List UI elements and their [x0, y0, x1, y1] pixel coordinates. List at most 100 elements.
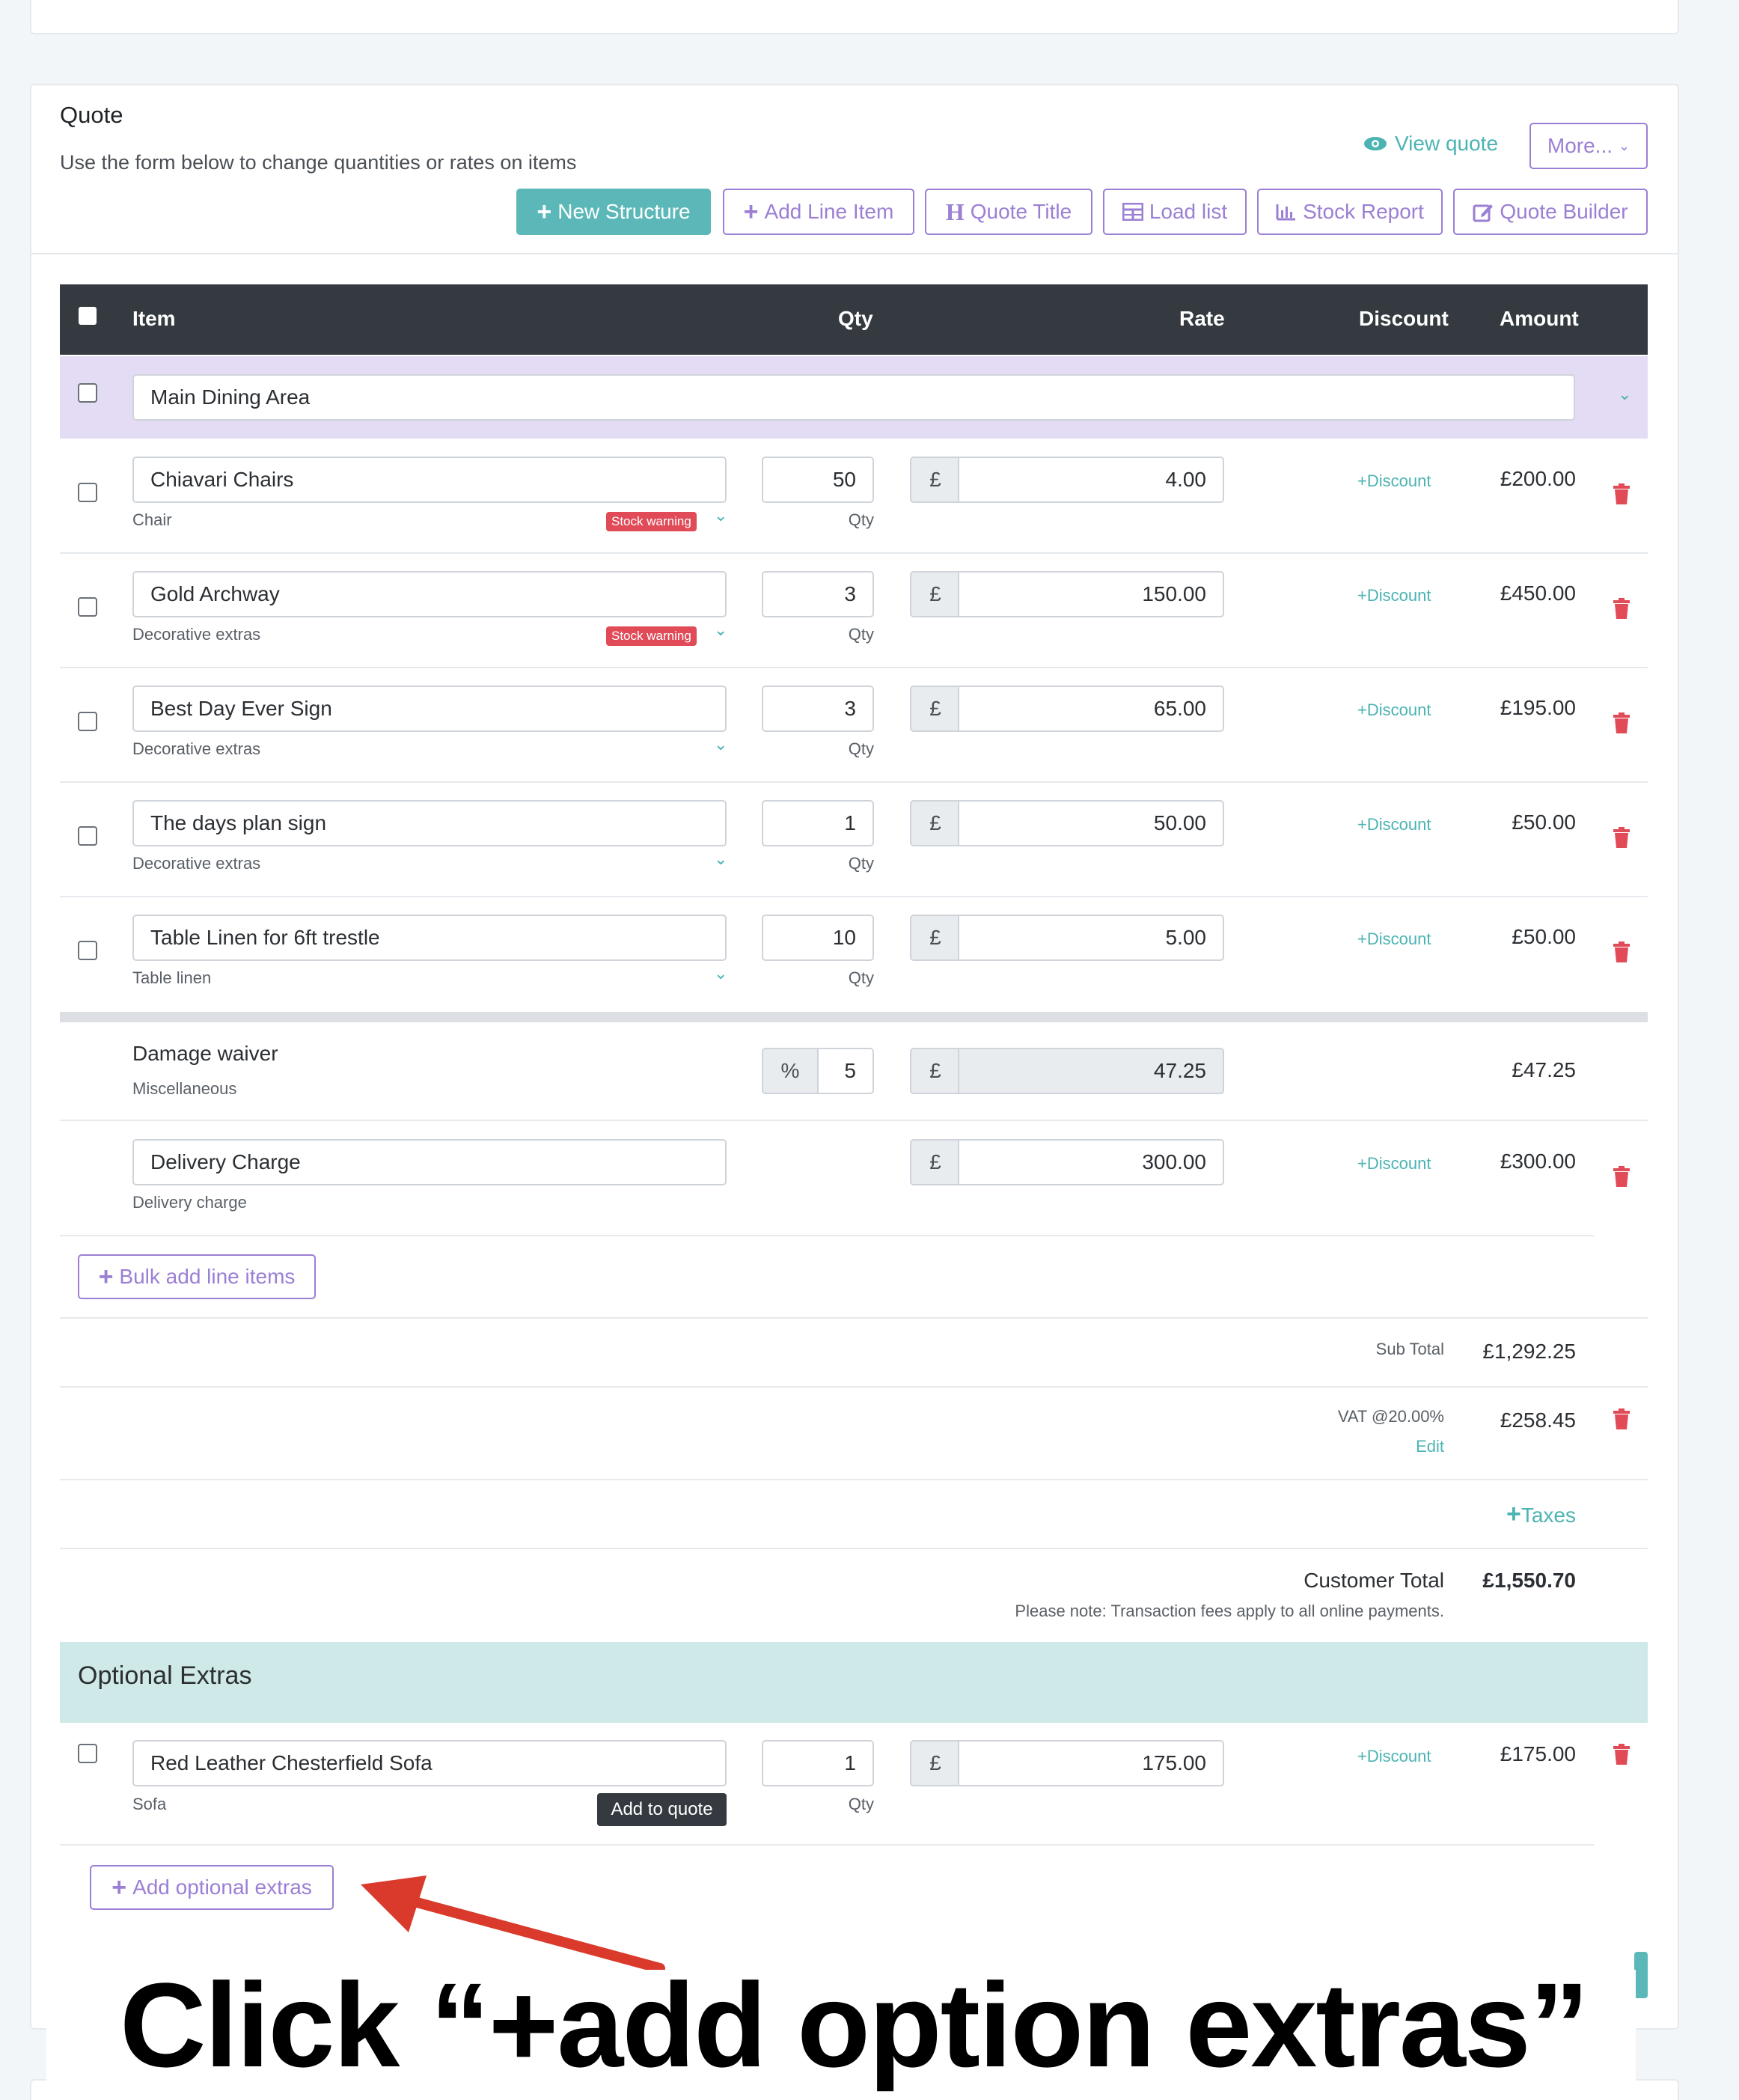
qty-input[interactable]: 10: [762, 915, 874, 961]
trash-icon[interactable]: [1613, 1166, 1630, 1187]
discount-label: Discount: [1366, 1747, 1431, 1765]
item-amount: £195.00: [1500, 696, 1576, 719]
rate-input[interactable]: 4.00: [958, 457, 1224, 503]
trash-icon[interactable]: [1613, 827, 1630, 848]
qty-label: Qty: [848, 739, 874, 758]
qty-label: Qty: [848, 510, 874, 529]
chevron-down-icon[interactable]: ⌄: [714, 964, 728, 983]
item-category: Chair: [132, 510, 172, 529]
optional-extras-title: Optional Extras: [78, 1661, 252, 1690]
select-all-checkbox[interactable]: [79, 307, 97, 325]
stock-warning-badge[interactable]: Stock warning: [606, 512, 697, 531]
chevron-down-icon[interactable]: ⌄: [714, 735, 728, 754]
trash-icon[interactable]: [1613, 1408, 1630, 1429]
rate-input[interactable]: 5.00: [958, 915, 1224, 961]
discount-label: Discount: [1366, 930, 1431, 948]
item-name-input[interactable]: Gold Archway: [132, 571, 727, 617]
add-discount-link[interactable]: +Discount: [1357, 700, 1431, 720]
waiver-rate-field: 47.25: [958, 1048, 1224, 1094]
add-discount-link[interactable]: +Discount: [1357, 1747, 1431, 1766]
plus-icon: +: [1357, 1154, 1367, 1173]
edit-icon: [1473, 204, 1494, 222]
load-list-label: Load list: [1149, 200, 1228, 223]
chevron-down-icon[interactable]: ⌄: [714, 849, 728, 868]
stock-warning-badge[interactable]: Stock warning: [606, 626, 697, 646]
eye-icon: [1364, 137, 1387, 150]
trash-icon[interactable]: [1613, 1744, 1630, 1765]
qty-input[interactable]: 50: [762, 457, 874, 503]
add-discount-link[interactable]: +Discount: [1357, 1154, 1431, 1173]
delivery-name-input[interactable]: Delivery Charge: [132, 1139, 727, 1185]
add-discount-link[interactable]: +Discount: [1357, 930, 1431, 949]
trash-icon[interactable]: [1613, 598, 1630, 619]
add-discount-link[interactable]: +Discount: [1357, 815, 1431, 834]
item-name-input[interactable]: Best Day Ever Sign: [132, 686, 727, 732]
qty-input[interactable]: 1: [762, 800, 874, 846]
waiver-percent-input[interactable]: 5: [817, 1048, 874, 1094]
vat-edit-link[interactable]: Edit: [1416, 1437, 1444, 1456]
add-to-quote-button[interactable]: Add to quote: [597, 1793, 727, 1826]
currency-addon: £: [910, 571, 959, 617]
rate-input[interactable]: 150.00: [958, 571, 1224, 617]
chevron-down-icon[interactable]: ⌄: [714, 620, 728, 639]
divider: [30, 253, 1679, 254]
item-amount: £50.00: [1512, 925, 1576, 948]
row-checkbox[interactable]: [78, 597, 97, 617]
previous-card: [30, 0, 1679, 34]
row-divider: [60, 667, 1648, 668]
add-optional-extras-button[interactable]: + Add optional extras: [90, 1865, 334, 1910]
trash-icon[interactable]: [1613, 483, 1630, 504]
add-taxes-link[interactable]: +Taxes: [1497, 1500, 1576, 1529]
save-button-partial[interactable]: [1634, 1952, 1648, 1998]
item-amount: £450.00: [1500, 582, 1576, 605]
waiver-amount: £47.25: [1512, 1058, 1576, 1081]
more-dropdown[interactable]: More... ⌄: [1529, 123, 1648, 169]
trash-icon[interactable]: [1613, 712, 1630, 733]
row-checkbox[interactable]: [78, 1744, 97, 1763]
qty-input[interactable]: 3: [762, 571, 874, 617]
delivery-rate-input[interactable]: 300.00: [958, 1139, 1224, 1185]
item-name-input[interactable]: The days plan sign: [132, 800, 727, 846]
chevron-down-icon[interactable]: ⌄: [1618, 385, 1632, 403]
row-checkbox[interactable]: [78, 941, 97, 960]
qty-input[interactable]: 1: [762, 1740, 874, 1786]
item-category: Decorative extras: [132, 739, 261, 758]
add-optional-extras-label: Add optional extras: [132, 1875, 312, 1899]
bulk-add-button[interactable]: + Bulk add line items: [78, 1254, 316, 1299]
plus-icon: +: [1357, 1747, 1367, 1765]
qty-input[interactable]: 3: [762, 686, 874, 732]
stock-report-button[interactable]: Stock Report: [1257, 189, 1443, 235]
discount-label: Discount: [1366, 815, 1431, 834]
rate-input[interactable]: 65.00: [958, 686, 1224, 732]
item-name-input[interactable]: Chiavari Chairs: [132, 457, 727, 503]
plus-icon: +: [743, 197, 759, 226]
add-line-item-label: Add Line Item: [764, 200, 894, 223]
new-structure-button[interactable]: + New Structure: [516, 189, 711, 235]
add-discount-link[interactable]: +Discount: [1357, 471, 1431, 491]
structure-name-input[interactable]: Main Dining Area: [132, 374, 1575, 421]
load-list-button[interactable]: Load list: [1103, 189, 1247, 235]
row-checkbox[interactable]: [78, 483, 97, 502]
quote-title-button[interactable]: H Quote Title: [925, 189, 1092, 235]
row-divider: [60, 1844, 1594, 1846]
item-name-input[interactable]: Red Leather Chesterfield Sofa: [132, 1740, 727, 1786]
add-discount-link[interactable]: +Discount: [1357, 586, 1431, 605]
chevron-down-icon[interactable]: ⌄: [714, 506, 728, 525]
damage-waiver-name: Damage waiver: [132, 1042, 278, 1065]
row-checkbox[interactable]: [78, 712, 97, 731]
table-icon: [1122, 203, 1143, 221]
col-item: Item: [132, 307, 176, 330]
rate-input[interactable]: 50.00: [958, 800, 1224, 846]
structure-checkbox[interactable]: [78, 383, 97, 403]
rate-input[interactable]: 175.00: [958, 1740, 1224, 1786]
trash-icon[interactable]: [1613, 941, 1630, 962]
item-name-input[interactable]: Table Linen for 6ft trestle: [132, 915, 727, 961]
item-category: Decorative extras: [132, 854, 261, 873]
view-quote-link[interactable]: View quote: [1363, 132, 1498, 156]
add-line-item-button[interactable]: + Add Line Item: [723, 189, 914, 235]
row-divider: [60, 552, 1648, 554]
row-divider: [60, 1120, 1648, 1121]
row-checkbox[interactable]: [78, 826, 97, 846]
qty-label: Qty: [848, 1795, 874, 1813]
quote-builder-button[interactable]: Quote Builder: [1453, 189, 1648, 235]
